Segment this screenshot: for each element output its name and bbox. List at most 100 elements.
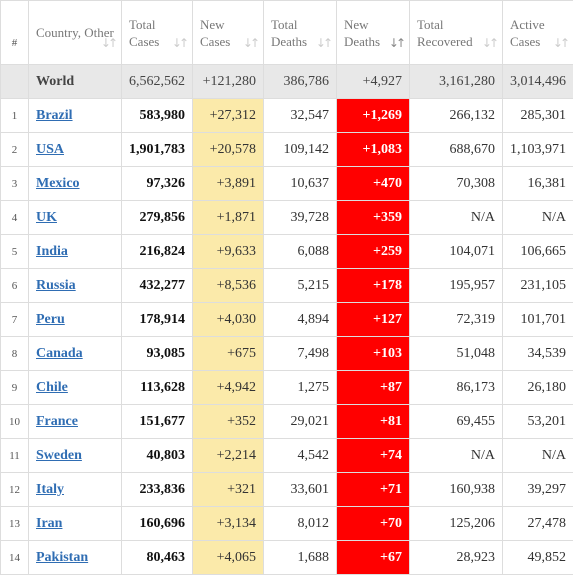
new-deaths-cell: +1,269 xyxy=(337,99,410,133)
total-cases-cell: 160,696 xyxy=(122,507,193,541)
country-cell: Italy xyxy=(29,473,122,507)
country-link[interactable]: Iran xyxy=(36,516,62,531)
world-new-cases-cell: +121,280 xyxy=(193,65,264,99)
active-cases-cell: 39,297 xyxy=(503,473,573,507)
new-deaths-cell: +70 xyxy=(337,507,410,541)
country-link[interactable]: Sweden xyxy=(36,448,82,463)
country-link[interactable]: USA xyxy=(36,142,64,157)
country-cell: USA xyxy=(29,133,122,167)
country-link[interactable]: India xyxy=(36,244,68,259)
total-deaths-cell: 1,275 xyxy=(264,371,337,405)
new-cases-cell: +321 xyxy=(193,473,264,507)
total-cases-cell: 233,836 xyxy=(122,473,193,507)
total-cases-cell: 432,277 xyxy=(122,269,193,303)
total-deaths-cell: 4,542 xyxy=(264,439,337,473)
country-link[interactable]: Chile xyxy=(36,380,68,395)
country-link[interactable]: France xyxy=(36,414,78,429)
new-cases-cell: +3,134 xyxy=(193,507,264,541)
country-link[interactable]: Brazil xyxy=(36,108,73,123)
total-deaths-cell: 7,498 xyxy=(264,337,337,371)
new-cases-cell: +4,065 xyxy=(193,541,264,575)
total-cases-cell: 93,085 xyxy=(122,337,193,371)
new-cases-cell: +4,942 xyxy=(193,371,264,405)
total-recovered-cell: 69,455 xyxy=(410,405,503,439)
country-link[interactable]: Mexico xyxy=(36,176,80,191)
total-recovered-cell: 86,173 xyxy=(410,371,503,405)
world-total-deaths-cell: 386,786 xyxy=(264,65,337,99)
column-header-total-recovered[interactable]: Total Recovered↓↑ xyxy=(410,1,503,65)
column-header-new-deaths[interactable]: New Deaths↓↑ xyxy=(337,1,410,65)
new-deaths-cell: +87 xyxy=(337,371,410,405)
sort-icon[interactable]: ↓↑ xyxy=(553,35,567,52)
rank-cell: 10 xyxy=(1,405,29,439)
new-deaths-cell: +259 xyxy=(337,235,410,269)
sort-icon[interactable]: ↓↑ xyxy=(101,35,115,52)
country-cell: Canada xyxy=(29,337,122,371)
sort-icon[interactable]: ↓↑ xyxy=(316,35,330,52)
sort-icon[interactable]: ↓↑ xyxy=(243,35,257,52)
active-cases-cell: 101,701 xyxy=(503,303,573,337)
total-recovered-cell: 104,071 xyxy=(410,235,503,269)
country-link[interactable]: Pakistan xyxy=(36,550,88,565)
country-link[interactable]: Peru xyxy=(36,312,65,327)
new-deaths-cell: +359 xyxy=(337,201,410,235)
rank-cell: 11 xyxy=(1,439,29,473)
rank-cell: 5 xyxy=(1,235,29,269)
rank-cell: 12 xyxy=(1,473,29,507)
country-cell: Sweden xyxy=(29,439,122,473)
active-cases-cell: 1,103,971 xyxy=(503,133,573,167)
country-link[interactable]: Italy xyxy=(36,482,64,497)
column-header-active-cases[interactable]: Active Cases↓↑ xyxy=(503,1,573,65)
total-recovered-cell: 28,923 xyxy=(410,541,503,575)
rank-cell: 8 xyxy=(1,337,29,371)
new-cases-cell: +4,030 xyxy=(193,303,264,337)
country-cell: Pakistan xyxy=(29,541,122,575)
sort-icon[interactable]: ↓↑ xyxy=(482,35,496,52)
column-header-new-cases[interactable]: New Cases↓↑ xyxy=(193,1,264,65)
column-header-country[interactable]: Country, Other↓↑ xyxy=(29,1,122,65)
rank-cell: 13 xyxy=(1,507,29,541)
total-recovered-cell: 195,957 xyxy=(410,269,503,303)
total-deaths-cell: 29,021 xyxy=(264,405,337,439)
new-deaths-cell: +1,083 xyxy=(337,133,410,167)
new-deaths-cell: +178 xyxy=(337,269,410,303)
column-header-total-deaths[interactable]: Total Deaths↓↑ xyxy=(264,1,337,65)
world-total-recovered-cell: 3,161,280 xyxy=(410,65,503,99)
total-deaths-cell: 4,894 xyxy=(264,303,337,337)
country-link[interactable]: Russia xyxy=(36,278,76,293)
total-cases-cell: 80,463 xyxy=(122,541,193,575)
sort-icon[interactable]: ↓↑ xyxy=(172,35,186,52)
rank-cell: 3 xyxy=(1,167,29,201)
total-recovered-cell: 125,206 xyxy=(410,507,503,541)
country-link[interactable]: Canada xyxy=(36,346,83,361)
new-deaths-cell: +71 xyxy=(337,473,410,507)
header-row: # Country, Other↓↑ Total Cases↓↑ New Cas… xyxy=(1,1,573,65)
new-cases-cell: +3,891 xyxy=(193,167,264,201)
world-active-cases-cell: 3,014,496 xyxy=(503,65,573,99)
rank-cell: 7 xyxy=(1,303,29,337)
column-header-total-cases[interactable]: Total Cases↓↑ xyxy=(122,1,193,65)
world-total-row: World 6,562,562 +121,280 386,786 +4,927 … xyxy=(1,65,573,99)
country-cell: Iran xyxy=(29,507,122,541)
sort-descending-icon[interactable]: ↓↑ xyxy=(389,35,403,52)
country-link[interactable]: UK xyxy=(36,210,57,225)
total-recovered-cell: 266,132 xyxy=(410,99,503,133)
total-cases-cell: 97,326 xyxy=(122,167,193,201)
active-cases-cell: 34,539 xyxy=(503,337,573,371)
total-deaths-cell: 10,637 xyxy=(264,167,337,201)
country-cell: India xyxy=(29,235,122,269)
active-cases-cell: 53,201 xyxy=(503,405,573,439)
total-deaths-cell: 32,547 xyxy=(264,99,337,133)
rank-cell: 4 xyxy=(1,201,29,235)
total-cases-cell: 1,901,783 xyxy=(122,133,193,167)
